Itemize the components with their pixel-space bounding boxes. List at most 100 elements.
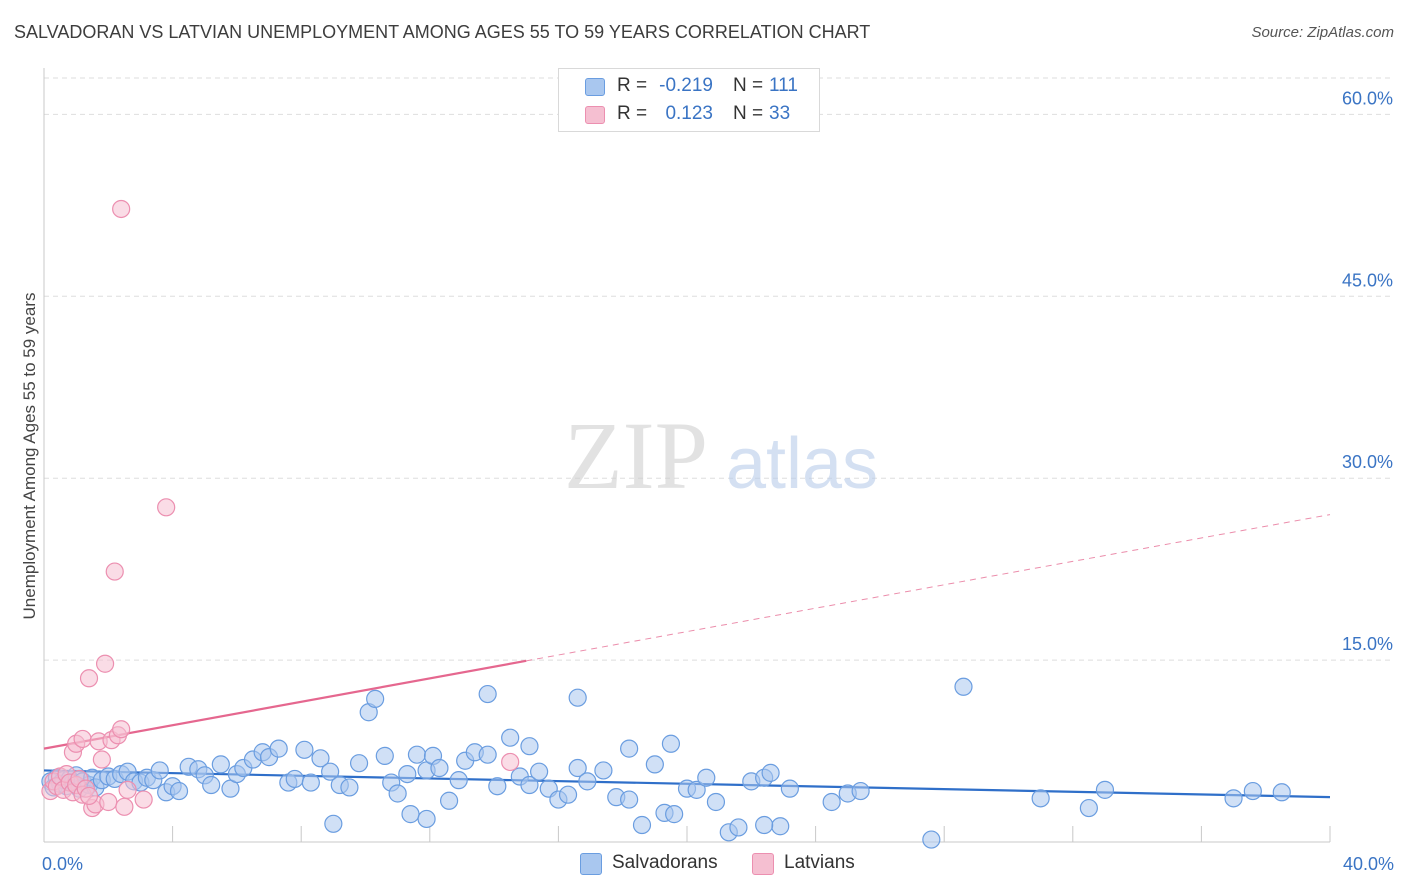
latvian-point: [115, 797, 134, 816]
salvadoran-point: [620, 739, 639, 758]
latvian-point: [73, 729, 92, 749]
y-tick-label: 45.0%: [1342, 270, 1393, 290]
salvadoran-point: [771, 817, 790, 836]
salvadoran-point: [340, 778, 359, 797]
bottom-legend-swatch-pink: [752, 853, 774, 875]
legend-swatch-blue: [585, 78, 605, 96]
x-tick-label: 40.0%: [1343, 854, 1394, 874]
salvadoran-point: [520, 737, 539, 756]
salvadoran-point: [301, 773, 320, 792]
y-tick-label: 60.0%: [1342, 88, 1393, 108]
salvadoran-point: [150, 761, 169, 780]
salvadoran-point: [439, 791, 459, 810]
salvadoran-point: [661, 734, 681, 753]
salvadoran-point: [417, 809, 436, 829]
data-points: [41, 199, 1291, 849]
watermark-atlas: atlas: [726, 424, 878, 504]
bottom-legend-salvadorans[interactable]: Salvadorans: [580, 852, 740, 876]
legend-r-label: R =: [617, 75, 648, 96]
legend-n-value: 33: [769, 103, 791, 124]
salvadoran-point: [558, 785, 578, 804]
bottom-legend-label: Latvians: [784, 852, 855, 873]
salvadoran-point: [478, 684, 497, 704]
salvadoran-point: [324, 814, 343, 833]
watermark: ZIP atlas: [564, 402, 878, 509]
bottom-legend-latvians[interactable]: Latvians: [752, 852, 872, 876]
axes: [43, 68, 1331, 843]
salvadoran-point: [366, 689, 385, 709]
salvadoran-point: [407, 745, 427, 764]
salvadoran-point: [488, 777, 507, 796]
y-tick-label: 15.0%: [1342, 634, 1393, 654]
legend-row-salvadorans[interactable]: R = -0.219 N = 111: [559, 73, 819, 99]
grid-lines: [44, 77, 1394, 661]
latvian-point: [157, 498, 176, 517]
salvadoran-point: [311, 749, 330, 768]
salvadoran-point: [851, 781, 870, 801]
salvadoran-point: [211, 755, 230, 774]
salvadoran-point: [645, 755, 664, 774]
salvadoran-point: [620, 790, 639, 809]
latvian-point: [118, 780, 137, 799]
salvadoran-point: [1095, 780, 1115, 799]
salvadoran-point: [729, 818, 748, 837]
salvadoran-point: [520, 775, 539, 795]
salvadoran-point: [478, 745, 497, 764]
y-tick-label: 30.0%: [1342, 452, 1393, 472]
salvadoran-point: [398, 764, 417, 784]
latvian-point: [92, 750, 111, 769]
salvadoran-point: [761, 763, 780, 782]
source-attribution[interactable]: Source: ZipAtlas.com: [1251, 24, 1394, 41]
latvian-point: [105, 562, 124, 581]
legend-row-latvians[interactable]: R = 0.123 N = 33: [559, 101, 819, 127]
salvadoran-point: [822, 792, 841, 812]
salvadoran-point: [687, 780, 706, 799]
salvadoran-point: [1272, 783, 1291, 802]
salvadoran-point: [169, 781, 189, 801]
latvian-point: [501, 752, 520, 772]
salvadoran-point: [1031, 789, 1050, 808]
bottom-legend-label: Salvadorans: [612, 852, 718, 873]
salvadoran-point: [706, 792, 726, 812]
x-tick-label: 0.0%: [42, 854, 83, 874]
salvadoran-point: [1243, 781, 1262, 801]
latvian-point: [99, 792, 118, 812]
bottom-legend-swatch-blue: [580, 853, 602, 875]
salvadoran-point: [349, 754, 369, 773]
salvadoran-point: [401, 805, 420, 824]
salvadoran-point: [285, 769, 304, 789]
stats-legend: R = -0.219 N = 111 R = 0.123 N = 33: [558, 68, 820, 132]
legend-r-value: 0.123: [665, 103, 713, 124]
salvadoran-point: [269, 739, 288, 758]
salvadoran-point: [568, 688, 587, 707]
trend-lines: [43, 514, 1331, 799]
salvadoran-point: [388, 784, 407, 803]
salvadoran-point: [375, 746, 394, 765]
salvadoran-point: [780, 779, 799, 798]
salvadoran-point: [954, 677, 973, 696]
salvadoran-point: [530, 762, 549, 781]
tick-labels: 15.0% 30.0% 45.0% 60.0% 0.0% 40.0%: [42, 88, 1394, 874]
salvadoran-point: [922, 830, 941, 849]
salvadoran-point: [578, 772, 597, 791]
latvian-point: [95, 654, 115, 673]
legend-r-label: R =: [617, 103, 648, 124]
legend-n-value: 111: [769, 75, 798, 96]
salvadoran-point: [295, 740, 314, 759]
salvadoran-point: [202, 775, 221, 795]
salvadoran-point: [449, 771, 468, 790]
legend-n-label: N =: [733, 103, 764, 124]
salvadoran-point: [697, 768, 716, 787]
watermark-zip: ZIP: [564, 402, 708, 509]
salvadoran-point: [568, 758, 587, 778]
legend-swatch-pink: [585, 106, 605, 124]
salvadoran-point: [430, 758, 449, 778]
salvadoran-point: [1079, 798, 1098, 818]
trend-line-dashed-latvians: [526, 514, 1331, 662]
latvian-point: [112, 720, 131, 739]
salvadoran-point: [1224, 789, 1243, 808]
salvadoran-point: [594, 761, 613, 780]
chart-title: SALVADORAN VS LATVIAN UNEMPLOYMENT AMONG…: [14, 22, 871, 42]
latvian-point: [112, 199, 131, 219]
